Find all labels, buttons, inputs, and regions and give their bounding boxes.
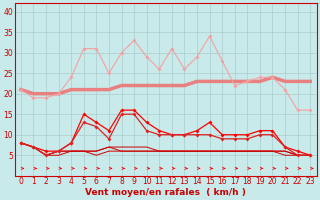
X-axis label: Vent moyen/en rafales  ( km/h ): Vent moyen/en rafales ( km/h ): [85, 188, 246, 197]
